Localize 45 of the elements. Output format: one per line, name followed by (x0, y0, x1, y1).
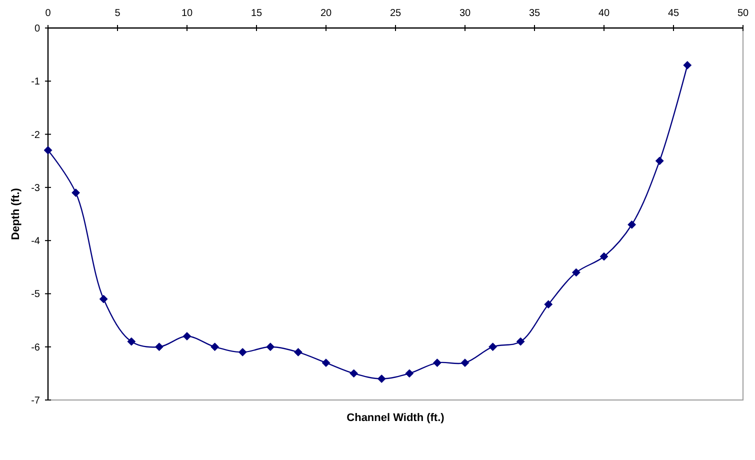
point (683, 60, 692, 70)
point (294, 348, 302, 356)
x-axis-title: Channel Width (ft.) (346, 412, 445, 424)
x-tick-label: 30 (459, 8, 471, 19)
y-tick-label: -4 (31, 236, 40, 248)
point (544, 300, 553, 309)
x-tick-label: 5 (114, 8, 121, 19)
point (127, 337, 136, 346)
point (238, 348, 247, 356)
y-tick-label: -3 (31, 182, 40, 194)
x-tick-label: 15 (250, 8, 262, 19)
y-tick-label: -6 (31, 342, 40, 354)
y-axis-title: Depth (ft.) (10, 188, 22, 240)
y-tick-label: -2 (31, 130, 40, 141)
x-tick-label: 40 (598, 8, 610, 19)
y-tick-label: 0 (34, 24, 40, 34)
point (182, 332, 192, 340)
point (488, 342, 498, 352)
point (460, 358, 470, 368)
point (210, 342, 220, 352)
x-tick-label: 0 (45, 8, 52, 19)
point (655, 156, 664, 166)
point (72, 188, 80, 197)
y-tick-label: -1 (31, 76, 40, 88)
point (44, 146, 52, 154)
point (405, 369, 414, 378)
y-tick-label: -7 (31, 396, 40, 406)
y-tick-label: -5 (31, 289, 40, 300)
x-tick-label: 10 (181, 8, 193, 19)
point (350, 369, 358, 378)
point (99, 294, 108, 304)
x-tick-label: 25 (390, 8, 402, 19)
x-tick-label: 45 (668, 8, 680, 19)
point (266, 342, 275, 352)
point (572, 268, 580, 277)
point (322, 358, 330, 368)
point (628, 220, 636, 229)
point (154, 342, 164, 352)
x-tick-label: 20 (320, 8, 332, 19)
point (600, 252, 608, 261)
point (432, 358, 442, 368)
point (377, 374, 386, 383)
x-tick-label: 50 (737, 8, 749, 19)
x-tick-label: 35 (528, 8, 540, 19)
point (516, 337, 525, 346)
